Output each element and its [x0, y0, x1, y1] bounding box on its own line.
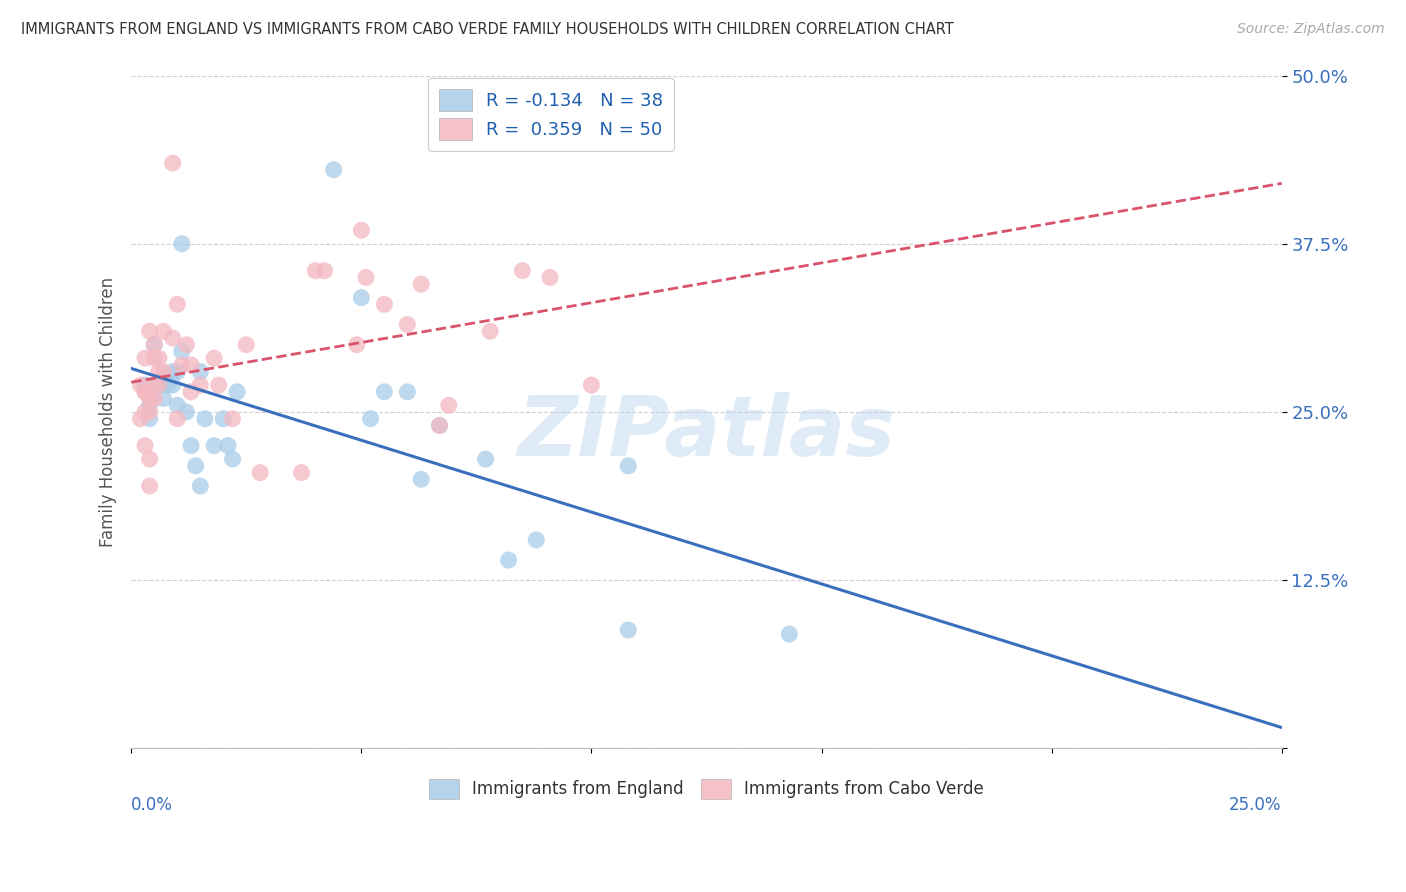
Point [429, 418, 451, 433]
Point [221, 411, 243, 425]
Point [396, 384, 419, 399]
Point [617, 623, 640, 637]
Text: Source: ZipAtlas.com: Source: ZipAtlas.com [1237, 22, 1385, 37]
Point [152, 371, 174, 385]
Point [498, 553, 520, 567]
Point [617, 458, 640, 473]
Point [474, 452, 496, 467]
Point [134, 384, 156, 399]
Point [581, 378, 603, 392]
Point [180, 384, 202, 399]
Text: 0.0%: 0.0% [131, 796, 173, 814]
Point [148, 351, 170, 366]
Point [138, 479, 160, 493]
Y-axis label: Family Households with Children: Family Households with Children [100, 277, 117, 547]
Point [180, 439, 202, 453]
Point [180, 358, 202, 372]
Point [221, 452, 243, 467]
Point [162, 331, 184, 345]
Point [429, 418, 451, 433]
Point [129, 411, 152, 425]
Point [314, 263, 336, 277]
Point [134, 351, 156, 366]
Point [217, 439, 239, 453]
Point [411, 472, 433, 486]
Point [166, 365, 188, 379]
Point [162, 378, 184, 392]
Text: 25.0%: 25.0% [1229, 796, 1282, 814]
Point [166, 398, 188, 412]
Point [162, 365, 184, 379]
Point [176, 405, 198, 419]
Point [170, 236, 193, 251]
Point [346, 337, 368, 351]
Point [157, 378, 180, 392]
Point [350, 223, 373, 237]
Point [778, 627, 800, 641]
Point [437, 398, 460, 412]
Point [322, 162, 344, 177]
Point [226, 384, 249, 399]
Point [249, 466, 271, 480]
Point [162, 156, 184, 170]
Point [152, 324, 174, 338]
Point [166, 411, 188, 425]
Point [170, 344, 193, 359]
Point [152, 365, 174, 379]
Legend: Immigrants from England, Immigrants from Cabo Verde: Immigrants from England, Immigrants from… [420, 771, 993, 807]
Point [148, 378, 170, 392]
Point [129, 378, 152, 392]
Point [208, 378, 231, 392]
Point [188, 378, 211, 392]
Point [143, 337, 166, 351]
Point [134, 405, 156, 419]
Point [373, 297, 395, 311]
Point [138, 398, 160, 412]
Point [202, 439, 225, 453]
Point [396, 318, 419, 332]
Point [143, 337, 166, 351]
Point [138, 405, 160, 419]
Text: IMMIGRANTS FROM ENGLAND VS IMMIGRANTS FROM CABO VERDE FAMILY HOUSEHOLDS WITH CHI: IMMIGRANTS FROM ENGLAND VS IMMIGRANTS FR… [21, 22, 953, 37]
Point [134, 439, 156, 453]
Point [512, 263, 534, 277]
Point [360, 411, 382, 425]
Point [202, 351, 225, 366]
Point [143, 392, 166, 406]
Point [184, 458, 207, 473]
Point [290, 466, 312, 480]
Point [188, 479, 211, 493]
Point [148, 378, 170, 392]
Point [538, 270, 561, 285]
Point [138, 392, 160, 406]
Point [134, 384, 156, 399]
Point [235, 337, 257, 351]
Text: ZIPatlas: ZIPatlas [517, 392, 896, 473]
Point [188, 365, 211, 379]
Point [194, 411, 217, 425]
Point [304, 263, 326, 277]
Point [138, 324, 160, 338]
Point [166, 297, 188, 311]
Point [479, 324, 502, 338]
Point [170, 358, 193, 372]
Point [176, 337, 198, 351]
Point [148, 365, 170, 379]
Point [524, 533, 547, 547]
Point [143, 351, 166, 366]
Point [138, 452, 160, 467]
Point [152, 392, 174, 406]
Point [350, 291, 373, 305]
Point [354, 270, 377, 285]
Point [212, 411, 235, 425]
Point [138, 411, 160, 425]
Point [411, 277, 433, 292]
Point [143, 378, 166, 392]
Point [373, 384, 395, 399]
Point [134, 378, 156, 392]
